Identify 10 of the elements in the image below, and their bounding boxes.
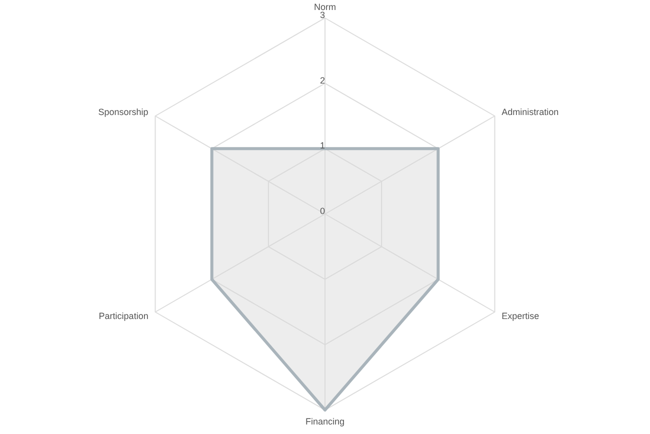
spoke-label: Norm bbox=[314, 2, 336, 12]
y-tick-label: 2 bbox=[320, 75, 325, 86]
spoke-label: Participation bbox=[98, 311, 148, 322]
spoke-label: Administration bbox=[502, 107, 559, 118]
y-tick-label: 0 bbox=[320, 206, 325, 216]
spoke-label: Expertise bbox=[502, 311, 540, 322]
y-tick-label: 3 bbox=[320, 10, 325, 20]
spoke-label: Financing bbox=[305, 416, 345, 426]
spoke-label: Sponsorship bbox=[98, 107, 148, 118]
y-tick-label: 1 bbox=[320, 140, 325, 151]
